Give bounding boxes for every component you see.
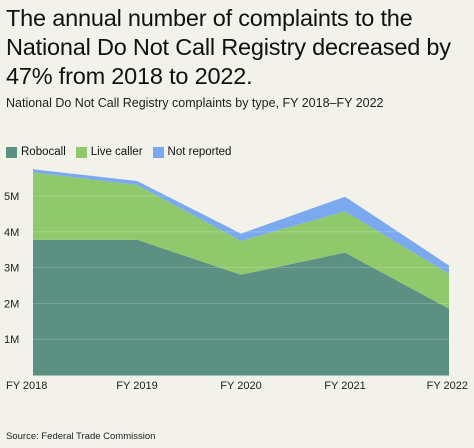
- y-tick-label: 3M: [4, 263, 19, 275]
- y-tick-label: 1M: [4, 334, 19, 346]
- y-tick-label: 4M: [4, 227, 19, 239]
- area-live-caller: [33, 172, 449, 309]
- legend-swatch-live-caller: [75, 146, 87, 158]
- chart-subtitle: National Do Not Call Registry complaints…: [6, 96, 384, 110]
- legend-swatch-robocall: [6, 146, 17, 158]
- x-tick-label: FY 2019: [116, 380, 157, 392]
- chart-legend: Robocall Live caller Not reported: [6, 146, 231, 158]
- legend-item-live-caller: Live caller: [75, 146, 143, 158]
- x-tick-label: FY 2018: [6, 380, 47, 392]
- legend-swatch-not-reported: [152, 146, 164, 158]
- legend-item-robocall: Robocall: [6, 146, 66, 158]
- area-robocall: [33, 239, 449, 375]
- stacked-area-chart: 1M 2M 3M 4M 5M FY 2018 FY 2019 FY 2020 FY 2021 FY…: [4, 169, 468, 392]
- legend-label-robocall: Robocall: [21, 146, 66, 158]
- legend-label-not-reported: Not reported: [167, 146, 232, 158]
- y-tick-label: 5M: [4, 191, 19, 203]
- area-not-reported: [33, 169, 449, 274]
- legend-label-live-caller: Live caller: [90, 146, 143, 158]
- legend-item-not-reported: Not reported: [152, 146, 232, 158]
- source-note: Source: Federal Trade Commission: [6, 431, 156, 442]
- y-tick-label: 2M: [4, 298, 19, 310]
- chart-title: The annual number of complaints to the N…: [6, 5, 451, 89]
- x-tick-label: FY 2021: [324, 380, 365, 392]
- x-tick-label: FY 2020: [220, 380, 261, 392]
- x-tick-label: FY 2022: [427, 380, 468, 392]
